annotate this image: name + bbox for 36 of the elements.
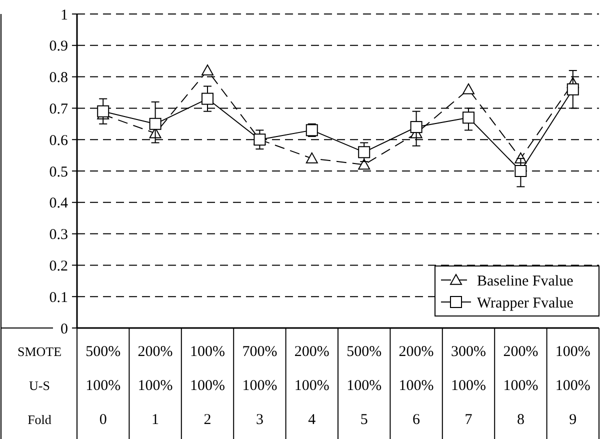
category-label: 500% 100% 0 xyxy=(86,344,121,428)
category-label: 200% 100% 6 xyxy=(398,344,434,428)
category-label: 200% 100% 1 xyxy=(138,344,173,428)
y-tick-label: 0.3 xyxy=(49,227,68,244)
y-tick-label: 0 xyxy=(60,321,68,338)
y-tick-label: 0.6 xyxy=(49,132,68,149)
point xyxy=(566,83,579,96)
point xyxy=(462,83,474,94)
y-tick-label: 0.5 xyxy=(49,164,68,180)
y-tick-label: 1 xyxy=(60,7,68,24)
point xyxy=(462,112,474,124)
y-tick-label: 0.4 xyxy=(49,196,68,212)
point xyxy=(410,121,422,134)
category-label: 700% 100% 3 xyxy=(242,344,278,428)
y-tick-label: 0.9 xyxy=(49,38,68,55)
legend-label: Baseline Fvalue xyxy=(477,273,574,290)
point xyxy=(97,105,110,118)
y-tick-label: 0.2 xyxy=(49,258,68,274)
point xyxy=(306,152,318,164)
y-tick-label: 0.8 xyxy=(49,70,68,86)
category-label: 300% 100% 7 xyxy=(451,344,486,428)
y-tick-label: 0.1 xyxy=(49,290,68,306)
point xyxy=(202,92,214,105)
category-label: 200% 100% 4 xyxy=(294,344,330,428)
point xyxy=(149,118,162,130)
point xyxy=(358,158,370,170)
category-label: 100% 100% 2 xyxy=(190,344,225,428)
legend-label: Wrapper Fvalue xyxy=(477,295,574,312)
point xyxy=(514,165,527,177)
point xyxy=(202,64,214,76)
category-label: 200% 100% 8 xyxy=(503,344,538,428)
text: SMOTE U-S Fold xyxy=(17,344,62,427)
category-label: 100% 100% 9 xyxy=(555,344,590,428)
category-label: 500% 100% 5 xyxy=(346,344,382,428)
point xyxy=(358,146,370,158)
y-tick-label: 0.7 xyxy=(49,101,68,118)
